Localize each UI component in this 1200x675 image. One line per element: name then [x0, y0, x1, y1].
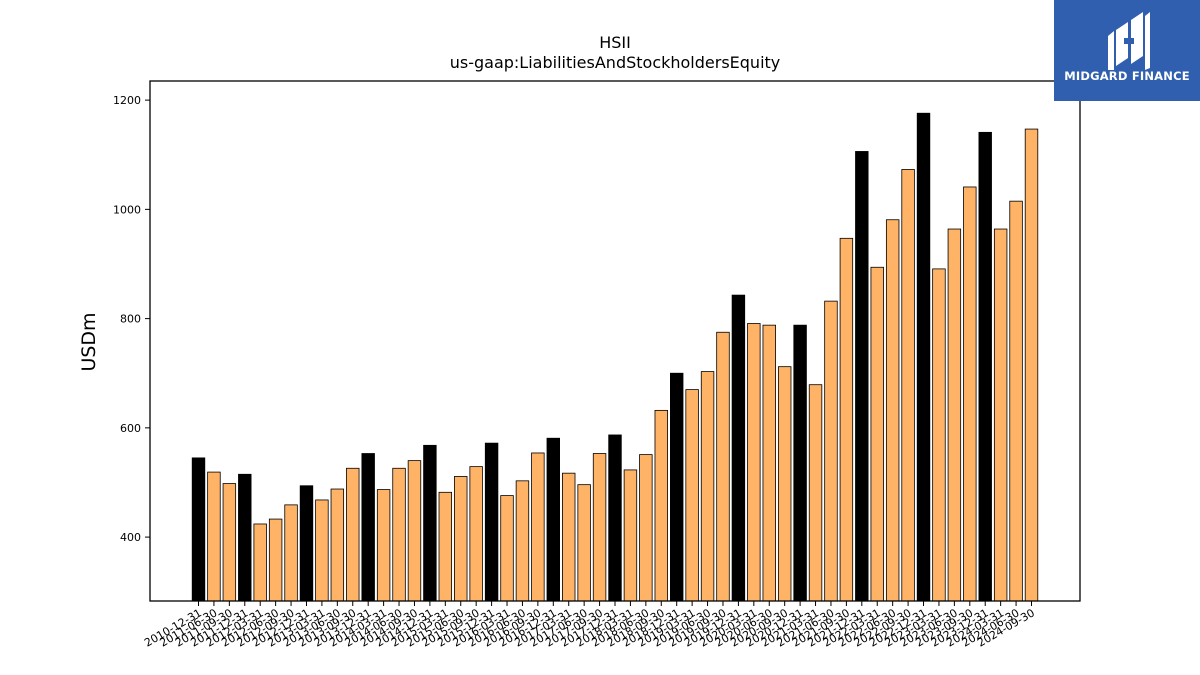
- bar: [546, 437, 561, 602]
- bar: [407, 460, 422, 602]
- bar: [978, 131, 992, 602]
- bar: [993, 228, 1008, 602]
- bar: [207, 471, 221, 602]
- bar: [731, 294, 746, 602]
- bar: [330, 488, 345, 602]
- bar: [747, 323, 761, 602]
- bar: [963, 186, 977, 602]
- bar: [376, 489, 391, 602]
- brand-logo: MIDGARD FINANCE: [1054, 0, 1200, 101]
- plot-frame: [149, 80, 1081, 602]
- bar: [299, 485, 314, 602]
- y-tick-label: 800: [120, 313, 141, 326]
- bar: [361, 453, 375, 602]
- bar: [839, 237, 854, 602]
- bar: [1024, 128, 1039, 602]
- chart-title: HSII: [599, 33, 631, 52]
- y-axis-label: USDm: [78, 312, 100, 371]
- bar: [222, 483, 237, 602]
- bar: [515, 480, 530, 602]
- bar: [238, 473, 252, 602]
- bar: [268, 518, 283, 602]
- bar: [670, 372, 684, 602]
- y-tick-label: 1200: [113, 94, 141, 107]
- bar: [469, 466, 483, 602]
- bar: [577, 484, 591, 602]
- y-tick-label: 400: [120, 531, 141, 544]
- bar: [1009, 200, 1023, 602]
- bar: [947, 228, 962, 602]
- bar: [284, 504, 298, 602]
- midgard-logo-icon: [1108, 12, 1150, 70]
- bar: [762, 324, 776, 602]
- bar: [855, 151, 869, 602]
- x-ticks-group: 2010-12-312011-06-302011-09-302011-12-31…: [142, 601, 1037, 650]
- bar: [808, 384, 823, 602]
- y-tick-label: 600: [120, 422, 141, 435]
- y-tick-label: 1000: [113, 203, 141, 216]
- bar: [870, 266, 884, 602]
- bar: [500, 495, 514, 602]
- bar: [562, 472, 576, 602]
- bar: [253, 523, 267, 602]
- bar: [916, 112, 931, 602]
- bar: [716, 331, 730, 602]
- bar: [191, 457, 206, 602]
- bar: [608, 434, 622, 602]
- bar: [531, 452, 545, 602]
- bar: [623, 469, 638, 602]
- brand-name: MIDGARD FINANCE: [1064, 69, 1190, 83]
- bar: [454, 476, 468, 602]
- bar: [346, 467, 360, 602]
- bar: [654, 409, 668, 602]
- bar: [901, 169, 915, 602]
- bar: [824, 300, 838, 602]
- bar: [885, 219, 900, 602]
- bar: [484, 442, 499, 602]
- bar: [639, 454, 653, 602]
- bar: [685, 389, 699, 602]
- chart-subtitle: us-gaap:LiabilitiesAndStockholdersEquity: [450, 53, 781, 72]
- bar: [315, 499, 329, 602]
- bar: [932, 268, 946, 602]
- bar: [700, 371, 715, 602]
- bar: [438, 491, 453, 602]
- bar: [592, 453, 607, 602]
- bar: [392, 467, 406, 602]
- bars-group: [191, 112, 1039, 602]
- bar: [777, 366, 792, 602]
- y-ticks-group: 400 600 800 1000 1200: [113, 94, 150, 544]
- bar: [793, 324, 807, 602]
- bar: [423, 444, 437, 602]
